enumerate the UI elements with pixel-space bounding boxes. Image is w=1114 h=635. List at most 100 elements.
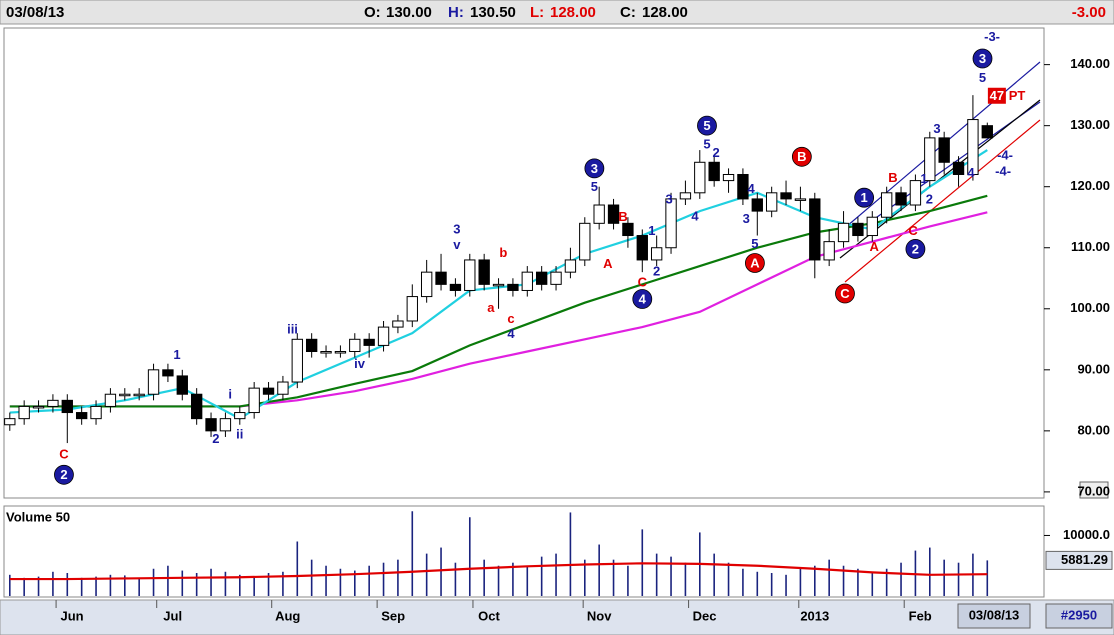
wave-label: -3- <box>984 29 1000 44</box>
wave-label: C <box>59 446 69 461</box>
wave-label: 5 <box>703 136 710 151</box>
wave-label: 5 <box>979 70 986 85</box>
y-tick-label: 70.00 <box>1077 483 1110 498</box>
wave-label: 3 <box>743 211 750 226</box>
wave-label: A <box>603 256 613 271</box>
footer-id: #2950 <box>1061 607 1097 622</box>
wave-circle <box>697 115 717 136</box>
candle-body <box>90 405 102 420</box>
candle-body <box>435 271 447 285</box>
candle-body <box>794 198 807 201</box>
wave-label: B <box>797 149 806 164</box>
candle-body <box>564 259 577 273</box>
trend-line <box>844 119 1041 283</box>
candle-body <box>622 222 634 237</box>
header-date: 03/08/13 <box>6 4 64 21</box>
last-volume-label: 5881.29 <box>1061 552 1108 567</box>
candle-body <box>349 338 361 353</box>
candle-body <box>4 418 16 426</box>
wave-circle <box>835 283 855 304</box>
last-volume-box <box>1045 550 1113 570</box>
wave-circle <box>54 464 74 485</box>
candle-body <box>234 412 246 420</box>
candle-body <box>880 192 893 218</box>
y-tick-label: 140.00 <box>1070 56 1110 71</box>
x-tick-label: Dec <box>693 608 717 623</box>
y-tick-label: 80.00 <box>1077 422 1110 437</box>
icon[interactable] <box>1079 481 1109 499</box>
wave-label: 3 <box>453 221 460 236</box>
candle-body <box>694 161 706 194</box>
footer-date: 03/08/13 <box>969 607 1020 622</box>
candle-body <box>952 161 965 175</box>
x-tick-label: Jun <box>61 608 84 623</box>
wave-label: a <box>487 300 495 315</box>
wave-label: 2 <box>60 467 67 482</box>
y-tick-label: 130.00 <box>1070 117 1110 132</box>
candle-body <box>147 369 160 395</box>
candle-body <box>47 399 59 407</box>
candle-body <box>593 204 605 224</box>
candle-body <box>722 173 735 182</box>
moving-average <box>9 562 988 581</box>
wave-label: 4 <box>639 291 647 306</box>
candle-body <box>162 369 174 377</box>
toolbar-icon[interactable] <box>1079 481 1109 499</box>
time-axis <box>0 599 1114 635</box>
wave-label: A <box>750 255 760 270</box>
candle-body <box>507 283 519 291</box>
x-tick-label: 2013 <box>800 608 829 623</box>
wave-label: 1 <box>648 223 655 238</box>
candle-body <box>119 393 131 397</box>
candle-body <box>823 241 835 261</box>
x-tick-label: Feb <box>909 608 932 623</box>
wave-label: 2 <box>912 241 919 256</box>
candle-body <box>18 405 30 420</box>
wave-label: 5 <box>591 179 598 194</box>
wave-label: 4 <box>747 181 755 196</box>
open-label: O: <box>364 4 381 21</box>
candle-body <box>392 320 404 328</box>
candle-body <box>61 399 73 414</box>
candle-body <box>104 393 117 407</box>
candle-body <box>464 259 476 291</box>
wave-label: ii <box>236 426 243 441</box>
candle-body <box>550 271 562 285</box>
wave-label: iii <box>287 321 298 336</box>
x-tick-label: Sep <box>381 608 405 623</box>
candle-body <box>579 222 591 261</box>
candle-body <box>665 198 677 249</box>
candle-body <box>262 387 275 395</box>
wave-label: 3 <box>666 191 673 206</box>
wave-label: 1 <box>861 190 868 205</box>
candle-body <box>765 192 778 212</box>
wave-label: B <box>618 209 627 224</box>
candle-body <box>277 381 289 395</box>
wave-label: 3 <box>591 161 598 176</box>
y-tick-label: 90.00 <box>1077 361 1110 376</box>
candle-body <box>133 393 145 397</box>
candle-body <box>75 412 88 420</box>
candle-body <box>420 271 433 298</box>
wave-label: v <box>453 237 461 252</box>
candle-body <box>837 222 850 243</box>
candle-body <box>478 259 490 285</box>
wave-label: 3 <box>979 51 986 66</box>
candle-body <box>248 387 260 414</box>
wave-label: C <box>638 274 648 289</box>
candle-body <box>636 235 648 261</box>
footer-id-box <box>1045 603 1113 629</box>
close-value: 128.00 <box>642 4 688 21</box>
wave-label: c <box>507 311 514 326</box>
candle-body <box>492 283 505 287</box>
wave-label: 4 <box>967 165 975 180</box>
wave-circle <box>632 289 653 309</box>
candle-body <box>219 418 232 432</box>
candle-body <box>924 137 936 182</box>
y-tick-label: 120.00 <box>1070 178 1110 193</box>
candle-body <box>895 192 907 206</box>
y-tick-label: 100.00 <box>1070 300 1110 315</box>
wave-label: -4- <box>995 163 1011 178</box>
